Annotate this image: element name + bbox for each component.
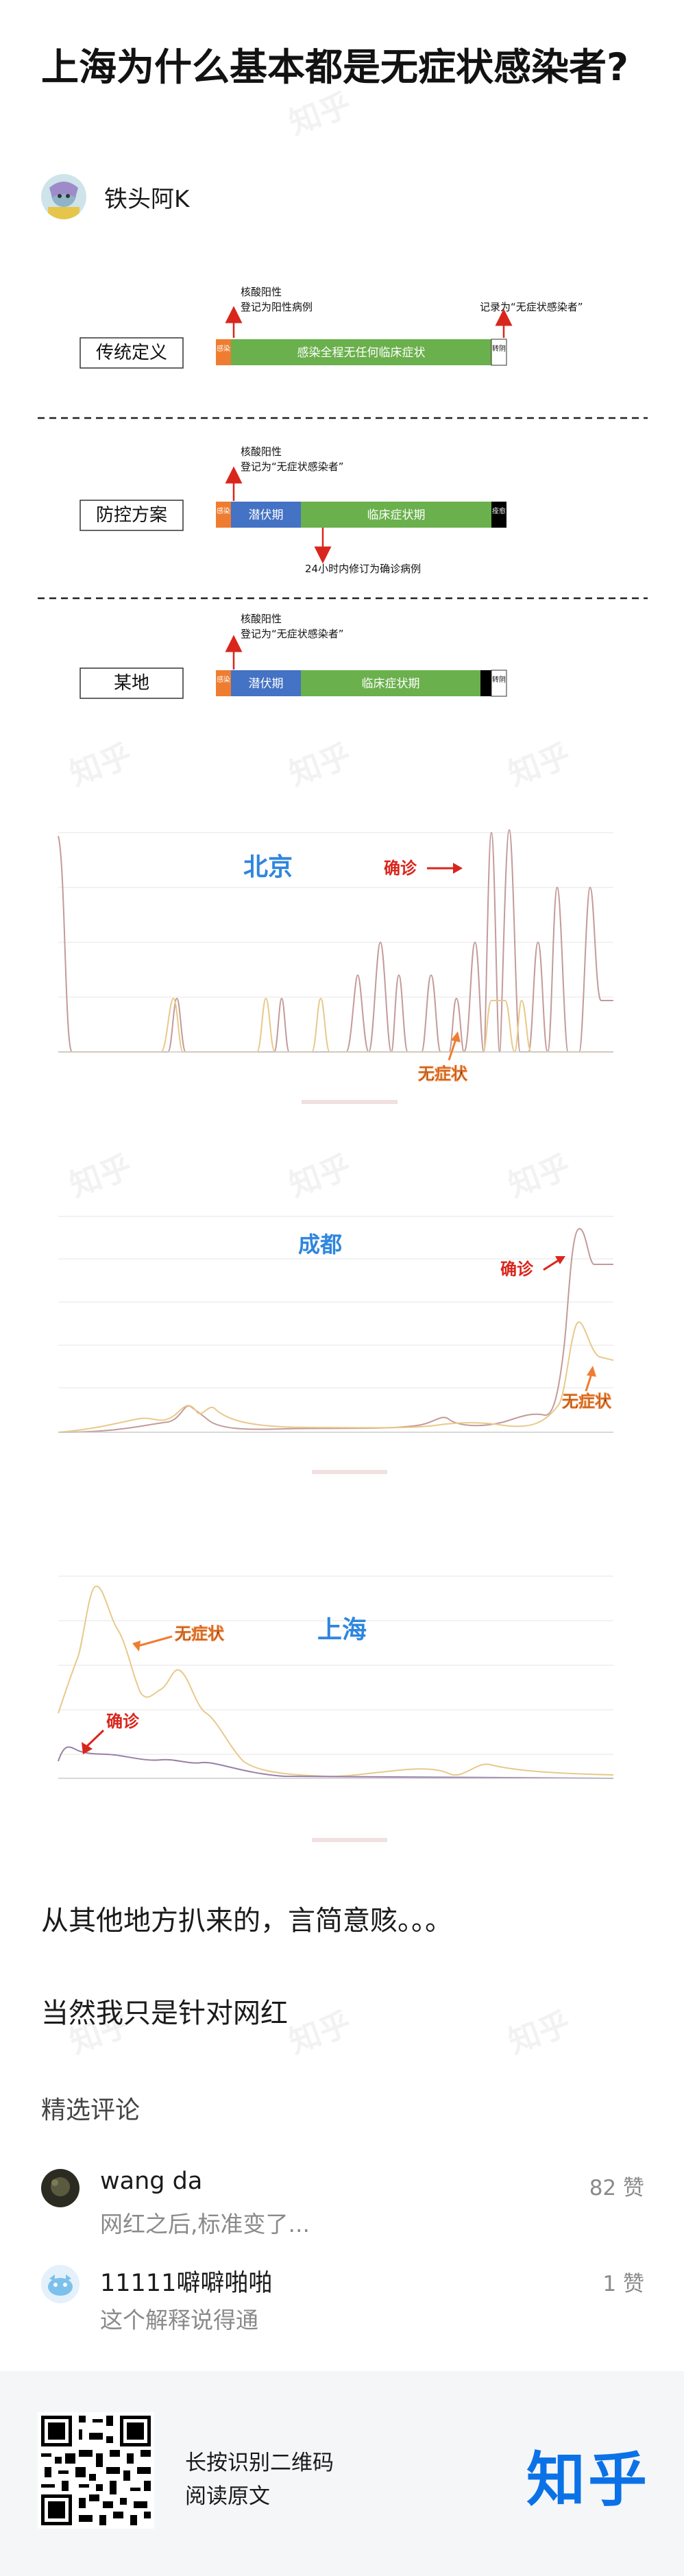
svg-text:临床症状期: 临床症状期 (362, 677, 420, 691)
row-label: 传统定义 (96, 343, 167, 363)
label-asymptomatic: 无症状 (562, 1392, 612, 1411)
comment-text: 这个解释说得通 (100, 2307, 258, 2333)
segment-asymptomatic (231, 339, 491, 365)
definition-row-traditional: 传统定义 核酸阳性 登记为阳性病例 记录为“无症状感染者” 感染 感染全程无任何… (80, 286, 583, 369)
right-note: 记录为“无症状感染者” (480, 301, 583, 313)
comment-text: 网红之后,标准变了... (100, 2211, 310, 2237)
definition-row-prevention: 防控方案 核酸阳性 登记为“无症状感染者” 感染 潜伏期 临床症状期 痊愈 24… (80, 445, 506, 575)
commenter-avatar[interactable] (41, 2169, 80, 2207)
comment-item[interactable]: 11111噼噼啪啪 这个解释说得通 1 赞 (41, 2258, 644, 2333)
svg-text:感染: 感染 (217, 506, 230, 515)
footer: 长按识别二维码 阅读原文 知乎 (0, 2371, 684, 2576)
watermark: 知乎 (503, 2004, 576, 2061)
segment-negative (491, 339, 507, 366)
svg-text:潜伏期: 潜伏期 (249, 508, 284, 522)
segment-infection (216, 339, 231, 365)
row-label-box (80, 667, 184, 699)
comment-item[interactable]: wang da 网红之后,标准变了... 82 赞 (41, 2162, 644, 2237)
label-asymptomatic: 无症状 (418, 1064, 468, 1083)
label-confirmed: 确诊 (106, 1712, 140, 1731)
comments-title: 精选评论 (41, 2096, 141, 2124)
svg-text:转阴: 转阴 (492, 675, 506, 684)
label-asymptomatic: 无症状 (175, 1624, 225, 1643)
row-label-box (80, 337, 184, 369)
chart-beijing: 北京 确诊 无症状 (38, 805, 648, 1120)
svg-text:痊愈: 痊愈 (492, 506, 506, 515)
row-label: 某地 (114, 673, 149, 694)
commenter-name[interactable]: 11111噼噼啪啪 (100, 2270, 273, 2297)
row-label-box (80, 500, 184, 531)
definition-row-some-place: 某地 核酸阳性 登记为“无症状感染者” 感染 潜伏期 临床症状期 转阴 (80, 613, 507, 699)
top-note: 登记为阳性病例 (241, 301, 313, 313)
footer-scan-hint: 长按识别二维码 (185, 2451, 334, 2475)
top-note: 核酸阳性 (241, 286, 282, 298)
commenter-avatar[interactable] (41, 2265, 80, 2303)
qr-code[interactable] (38, 2412, 154, 2529)
label-confirmed: 确诊 (500, 1260, 534, 1279)
label-confirmed: 确诊 (384, 859, 417, 878)
svg-text:临床症状期: 临床症状期 (367, 508, 426, 522)
article-title: 上海为什么基本都是无症状感染者? (41, 45, 628, 89)
definition-diagram: 传统定义 核酸阳性 登记为阳性病例 记录为“无症状感染者” 感染 感染全程无任何… (38, 271, 648, 744)
chart-city-label: 北京 (243, 852, 293, 881)
zhihu-logo: 知乎 (526, 2446, 650, 2514)
watermark: 知乎 (284, 2004, 356, 2061)
svg-text:登记为“无症状感染者”: 登记为“无症状感染者” (241, 461, 344, 473)
svg-text:核酸阳性: 核酸阳性 (241, 613, 282, 625)
author-block[interactable]: 铁头阿K (41, 173, 189, 221)
comment-likes[interactable]: 1 赞 (602, 2272, 644, 2296)
chart-city-label: 上海 (317, 1616, 367, 1644)
paragraph: 从其他地方扒来的，言简意赅。。。 (41, 1905, 452, 1937)
author-name[interactable]: 铁头阿K (104, 185, 190, 213)
row-label: 防控方案 (96, 505, 167, 526)
svg-text:转阴: 转阴 (492, 344, 506, 353)
svg-text:登记为“无症状感染者”: 登记为“无症状感染者” (241, 628, 344, 640)
comment-likes[interactable]: 82 赞 (589, 2176, 644, 2200)
paragraph: 当然我只是针对网红 (41, 1998, 288, 2029)
chart-chengdu: 成都 确诊 无症状 (38, 1189, 648, 1491)
svg-text:潜伏期: 潜伏期 (249, 677, 284, 691)
svg-text:24小时内修订为确诊病例: 24小时内修订为确诊病例 (305, 563, 421, 575)
author-avatar[interactable] (41, 174, 86, 219)
svg-text:感染全程无任何临床症状: 感染全程无任何临床症状 (297, 346, 426, 360)
footer-read-original[interactable]: 阅读原文 (185, 2484, 270, 2509)
commenter-name[interactable]: wang da (100, 2168, 203, 2195)
chart-city-label: 成都 (298, 1231, 342, 1258)
chart-shanghai: 上海 确诊 无症状 (38, 1556, 648, 1857)
svg-text:感染: 感染 (217, 344, 230, 353)
svg-text:核酸阳性: 核酸阳性 (241, 445, 282, 458)
svg-text:感染: 感染 (217, 675, 230, 684)
